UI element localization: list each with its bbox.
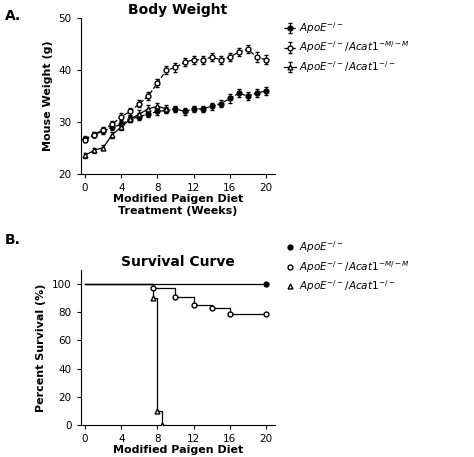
X-axis label: Modified Paigen Diet
Treatment (Weeks): Modified Paigen Diet Treatment (Weeks) bbox=[113, 194, 243, 216]
Line: $ApoE^{-/-}/Acat1^{-/-}$: $ApoE^{-/-}/Acat1^{-/-}$ bbox=[150, 296, 164, 427]
$ApoE^{-/-}/Acat1^{-/-}$ bbox=[155, 408, 160, 414]
X-axis label: Modified Paigen Diet
Treatment (Weeks): Modified Paigen Diet Treatment (Weeks) bbox=[113, 446, 243, 457]
$ApoE^{-/-}/Acat1^{-M/-M}$ bbox=[263, 311, 269, 316]
Legend: $ApoE^{-/-}$, $ApoE^{-/-}/Acat1^{-M/-M}$, $ApoE^{-/-}/Acat1^{-/-}$: $ApoE^{-/-}$, $ApoE^{-/-}/Acat1^{-M/-M}$… bbox=[283, 238, 411, 295]
Text: A.: A. bbox=[5, 9, 21, 23]
$ApoE^{-/-}/Acat1^{-M/-M}$ bbox=[173, 294, 178, 299]
$ApoE^{-/-}/Acat1^{-M/-M}$ bbox=[209, 305, 215, 311]
$ApoE^{-/-}/Acat1^{-M/-M}$ bbox=[150, 285, 156, 291]
Title: Body Weight: Body Weight bbox=[128, 3, 228, 17]
Legend: $ApoE^{-/-}$, $ApoE^{-/-}/Acat1^{-M/-M}$, $ApoE^{-/-}/Acat1^{-/-}$: $ApoE^{-/-}$, $ApoE^{-/-}/Acat1^{-M/-M}$… bbox=[283, 19, 411, 76]
$ApoE^{-/-}/Acat1^{-M/-M}$ bbox=[191, 303, 196, 308]
Text: B.: B. bbox=[5, 233, 20, 247]
$ApoE^{-/-}/Acat1^{-/-}$ bbox=[150, 295, 156, 301]
$ApoE^{-/-}/Acat1^{-M/-M}$ bbox=[227, 311, 233, 316]
Line: $ApoE^{-/-}/Acat1^{-M/-M}$: $ApoE^{-/-}/Acat1^{-M/-M}$ bbox=[150, 286, 268, 316]
Title: Survival Curve: Survival Curve bbox=[121, 255, 235, 269]
$ApoE^{-/-}/Acat1^{-/-}$ bbox=[159, 422, 165, 428]
Y-axis label: Percent Survival (%): Percent Survival (%) bbox=[36, 283, 46, 412]
Y-axis label: Mouse Weight (g): Mouse Weight (g) bbox=[43, 41, 53, 151]
